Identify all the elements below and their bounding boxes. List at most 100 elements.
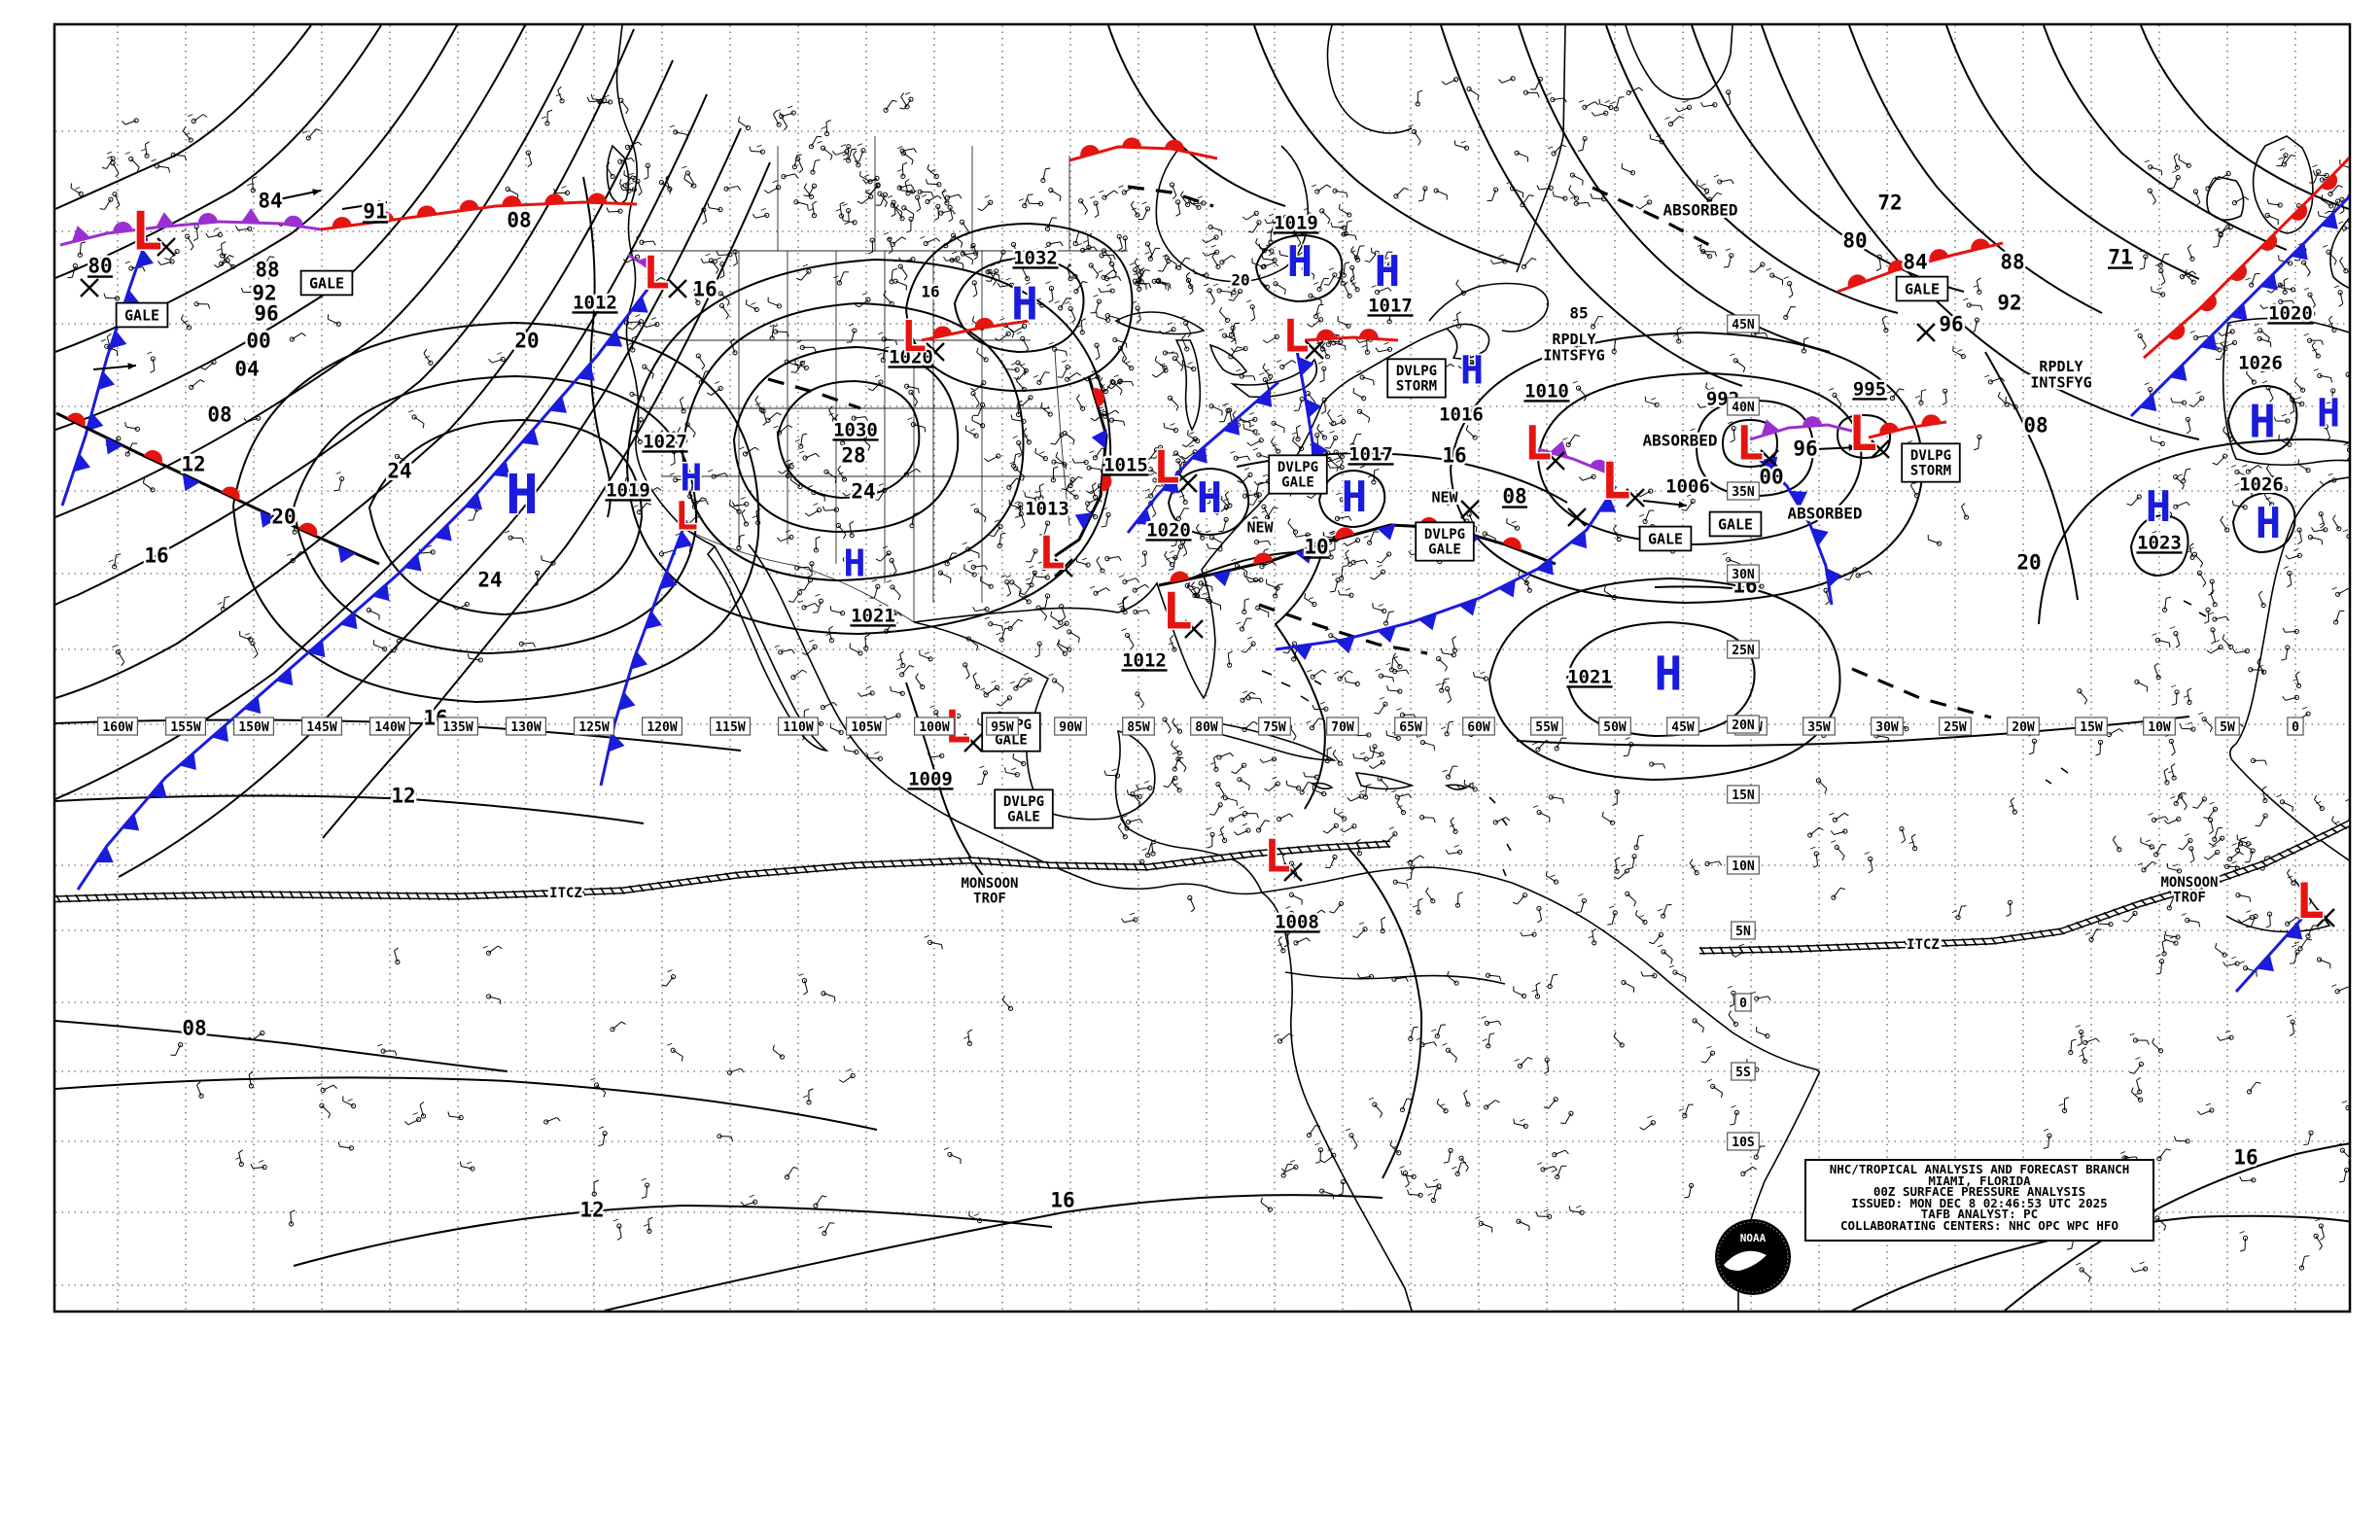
station-wind-barb — [1580, 900, 1585, 913]
station-wind-barb — [1286, 932, 1289, 945]
station-wind-barb — [1535, 1211, 1539, 1217]
station-plot — [1262, 376, 1268, 383]
station-wind-barb — [1117, 276, 1122, 281]
station-plot — [2217, 347, 2222, 353]
station-wind-barb — [1112, 269, 1118, 273]
station-mark — [1239, 806, 1244, 809]
station-wind-barb — [407, 1119, 419, 1126]
station-wind-barb — [808, 567, 812, 573]
station-plot — [1787, 281, 1793, 287]
station-wind-barb — [2220, 515, 2224, 521]
station-mark — [1330, 532, 1336, 536]
isobar — [625, 258, 1112, 636]
station-wind-barb — [1498, 79, 1503, 84]
station-wind-barb — [1726, 103, 1732, 107]
station-mark — [1984, 374, 1990, 378]
station-plot — [2176, 816, 2182, 822]
station-plot — [2138, 1061, 2144, 1068]
station-wind-barb — [2220, 342, 2224, 348]
station-plot — [1807, 832, 1813, 838]
station-wind-barb — [2320, 524, 2325, 529]
station-mark — [1651, 397, 1657, 401]
station-wind-barb — [121, 661, 125, 667]
station-mark — [2320, 419, 2326, 423]
station-wind-barb — [1207, 845, 1212, 849]
station-wind-barb — [2319, 959, 2330, 964]
station-mark — [1392, 1145, 1398, 1149]
station-wind-barb — [1025, 496, 1037, 500]
station-wind-barb — [533, 583, 539, 587]
itcz-hatch — [103, 892, 111, 902]
station-plot — [1904, 725, 1909, 732]
station-wind-barb — [1209, 814, 1215, 816]
station-plot — [1658, 931, 1664, 938]
station-plot — [2082, 1058, 2088, 1065]
station-wind-barb — [1978, 437, 1980, 449]
station-wind-barb — [1175, 405, 1179, 411]
station-plot — [2228, 644, 2234, 649]
station-wind-barb — [1067, 372, 1077, 380]
itcz-hatch — [171, 892, 178, 900]
station-mark — [813, 503, 819, 507]
station-wind-barb — [1067, 267, 1071, 279]
itcz-hatch — [463, 892, 470, 900]
station-plot — [2215, 849, 2221, 856]
station-plot — [2179, 274, 2186, 280]
station-wind-barb — [1418, 199, 1424, 202]
station-wind-barb — [2096, 928, 2102, 930]
station-wind-barb — [1271, 437, 1275, 442]
station-wind-barb — [252, 643, 259, 654]
station-wind-barb — [1135, 280, 1146, 286]
station-wind-barb — [716, 250, 719, 256]
station-wind-barb — [1463, 1093, 1469, 1105]
station-plot — [636, 509, 642, 515]
station-plot — [1025, 276, 1031, 282]
station-plot — [2298, 1265, 2305, 1271]
station-wind-barb — [1752, 1166, 1758, 1171]
station-wind-barb — [975, 402, 980, 408]
station-mark — [1810, 846, 1816, 850]
station-wind-barb — [1111, 263, 1117, 276]
station-wind-barb — [1564, 1149, 1569, 1155]
station-wind-barb — [2212, 837, 2222, 846]
station-wind-barb — [1022, 475, 1026, 481]
station-wind-barb — [2161, 941, 2165, 954]
station-plot — [500, 356, 506, 363]
station-wind-barb — [1973, 447, 1978, 451]
station-wind-barb — [1590, 193, 1593, 199]
station-plot — [550, 560, 556, 566]
station-wind-barb — [1045, 167, 1051, 170]
station-wind-barb — [1120, 918, 1125, 924]
station-mark — [1338, 811, 1344, 815]
station-wind-barb — [2210, 589, 2215, 594]
station-plot — [886, 550, 892, 556]
station-wind-barb — [1031, 300, 1043, 306]
station-wind-barb — [1224, 334, 1237, 340]
station-wind-barb — [2220, 224, 2228, 234]
station-wind-barb — [2287, 868, 2291, 874]
isobar — [604, 1194, 1383, 1311]
station-mark — [1117, 602, 1123, 606]
station-wind-barb — [1149, 248, 1156, 260]
station-wind-barb — [630, 158, 635, 162]
station-wind-barb — [1090, 417, 1096, 422]
station-wind-barb — [965, 675, 970, 680]
station-wind-barb — [1355, 338, 1360, 343]
station-wind-barb — [103, 293, 107, 298]
station-mark — [756, 144, 762, 148]
station-mark — [1578, 893, 1584, 896]
station-wind-barb — [1531, 257, 1537, 261]
station-wind-barb — [1444, 678, 1450, 681]
station-wind-barb — [1190, 908, 1196, 913]
station-plot — [1537, 76, 1543, 82]
station-mark — [1482, 1038, 1488, 1042]
station-mark — [2328, 323, 2334, 326]
station-plot — [1027, 677, 1032, 682]
station-plot — [998, 524, 1003, 530]
station-wind-barb — [1288, 1032, 1294, 1037]
station-wind-barb — [2233, 505, 2246, 508]
station-plot — [1255, 827, 1262, 833]
isobar — [1107, 25, 1286, 207]
station-wind-barb — [1635, 205, 1641, 210]
station-wind-barb — [2321, 198, 2331, 207]
